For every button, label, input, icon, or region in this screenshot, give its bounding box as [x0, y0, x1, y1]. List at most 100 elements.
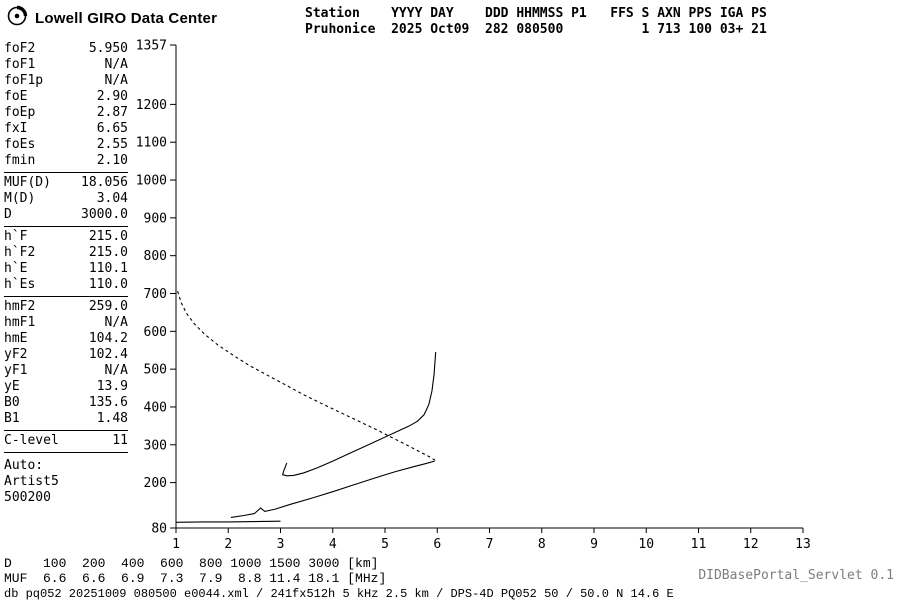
param-row: h`E 110.1	[4, 261, 128, 277]
param-label: foEs	[4, 137, 36, 152]
param-label: yF1	[4, 363, 28, 378]
param-value: 13.9	[96, 379, 128, 394]
param-value: 2.87	[96, 105, 128, 120]
y-tick-label: 700	[144, 287, 167, 302]
parameter-panel: foF2 5.950 foF1 N/A foF1p N/A foE 2.90 foEp 2.87 f…	[4, 41, 128, 509]
param-row: foEs 2.55	[4, 137, 128, 153]
param-row: foF1 N/A	[4, 57, 128, 73]
param-value: 3.04	[96, 191, 128, 206]
distance-muf-table: D 100 200 400 600 800 1000 1500 3000 [km…	[4, 556, 386, 586]
param-value: 2.10	[96, 153, 128, 168]
param-label: foF2	[4, 41, 36, 56]
param-label: hmF2	[4, 299, 36, 314]
y-tick-label: 800	[144, 249, 167, 264]
param-row: foE 2.90	[4, 89, 128, 105]
param-label: foF1	[4, 57, 36, 72]
param-label: fxI	[4, 121, 28, 136]
app-title: Lowell GIRO Data Center	[35, 9, 218, 27]
param-row: B0 135.6	[4, 395, 128, 411]
station-header-line1: Station YYYY DAY DDD HHMMSS P1 FFS S AXN…	[305, 6, 767, 21]
y-tick-label: 500	[144, 363, 167, 378]
x-tick-label: 12	[743, 537, 759, 552]
x-tick-label: 11	[691, 537, 707, 552]
measurement-status-line: db pq052 20251009 080500 e0044.xml / 241…	[4, 587, 674, 601]
param-group: h`F 215.0 h`F2 215.0 h`E 110.1 h`Es 110.0	[4, 226, 128, 296]
param-row: Artist5	[4, 474, 128, 490]
profile-bottomside	[230, 460, 435, 518]
param-value: 11	[112, 433, 128, 448]
x-tick-label: 10	[638, 537, 654, 552]
servlet-version-label: DIDBasePortal_Servlet 0.1	[698, 568, 894, 583]
param-row: fxI 6.65	[4, 121, 128, 137]
param-label: h`E	[4, 261, 28, 276]
param-value: N/A	[104, 315, 128, 330]
param-label: foE	[4, 89, 28, 104]
x-tick-label: 6	[433, 537, 441, 552]
y-tick-label: 1200	[136, 98, 167, 113]
f-layer-trace	[281, 352, 437, 477]
param-row: M(D) 3.04	[4, 191, 128, 207]
param-row: yE 13.9	[4, 379, 128, 395]
param-row: foF2 5.950	[4, 41, 128, 57]
station-header-line2: Pruhonice 2025 Oct09 282 080500 1 713 10…	[305, 22, 767, 37]
y-tick-label: 900	[144, 211, 167, 226]
param-label: h`Es	[4, 277, 36, 292]
param-value: 18.056	[81, 175, 128, 190]
param-label: yF2	[4, 347, 28, 362]
param-label: Auto:	[4, 458, 44, 473]
param-row: B1 1.48	[4, 411, 128, 427]
param-label: M(D)	[4, 191, 36, 206]
param-row: foEp 2.87	[4, 105, 128, 121]
param-row: Auto:	[4, 458, 128, 474]
param-value: 5.950	[88, 41, 128, 56]
x-tick-label: 1	[172, 537, 180, 552]
param-group: foF2 5.950 foF1 N/A foF1p N/A foE 2.90 foEp 2.87 f…	[4, 41, 128, 172]
param-row: yF2 102.4	[4, 347, 128, 363]
param-row: h`F2 215.0	[4, 245, 128, 261]
x-tick-label: 7	[486, 537, 494, 552]
y-tick-label: 200	[144, 476, 167, 491]
param-group: MUF(D) 18.056 M(D) 3.04 D 3000.0	[4, 172, 128, 226]
y-tick-label: 80	[151, 522, 167, 537]
param-label: 500200	[4, 490, 51, 505]
station-header: Station YYYY DAY DDD HHMMSS P1 FFS S AXN…	[305, 6, 767, 38]
param-label: yE	[4, 379, 20, 394]
x-tick-label: 3	[277, 537, 285, 552]
y-tick-label: 1000	[136, 174, 167, 189]
param-value: 215.0	[88, 229, 128, 244]
param-value: 1.48	[96, 411, 128, 426]
es-layer-trace	[175, 520, 281, 523]
param-group: hmF2 259.0 hmF1 N/A hmE 104.2 yF2 102.4 yF1 N/A yE…	[4, 296, 128, 430]
param-label: h`F2	[4, 245, 36, 260]
param-value: N/A	[104, 363, 128, 378]
param-value: N/A	[104, 73, 128, 88]
param-row: yF1 N/A	[4, 363, 128, 379]
param-row: MUF(D) 18.056	[4, 175, 128, 191]
param-row: hmF1 N/A	[4, 315, 128, 331]
param-value: 110.1	[88, 261, 128, 276]
param-row: foF1p N/A	[4, 73, 128, 89]
param-row: hmE 104.2	[4, 331, 128, 347]
y-tick-label: 300	[144, 438, 167, 453]
param-row: fmin 2.10	[4, 153, 128, 169]
param-value: N/A	[104, 57, 128, 72]
param-label: foF1p	[4, 73, 44, 88]
logo-row: Lowell GIRO Data Center	[6, 5, 217, 31]
param-value: 104.2	[88, 331, 128, 346]
param-value: 110.0	[88, 277, 128, 292]
param-row: C-level 11	[4, 433, 128, 449]
param-value: 6.65	[96, 121, 128, 136]
x-tick-label: 9	[590, 537, 598, 552]
lowell-giro-logo-icon	[6, 5, 28, 31]
profile-topside-dashed	[177, 291, 437, 462]
x-tick-label: 4	[329, 537, 337, 552]
param-value: 2.55	[96, 137, 128, 152]
distance-row: D 100 200 400 600 800 1000 1500 3000 [km…	[4, 556, 379, 571]
param-row: hmF2 259.0	[4, 299, 128, 315]
param-row: 500200	[4, 490, 128, 506]
param-value: 3000.0	[81, 207, 128, 222]
y-tick-label: 600	[144, 325, 167, 340]
param-value: 215.0	[88, 245, 128, 260]
param-label: hmF1	[4, 315, 36, 330]
